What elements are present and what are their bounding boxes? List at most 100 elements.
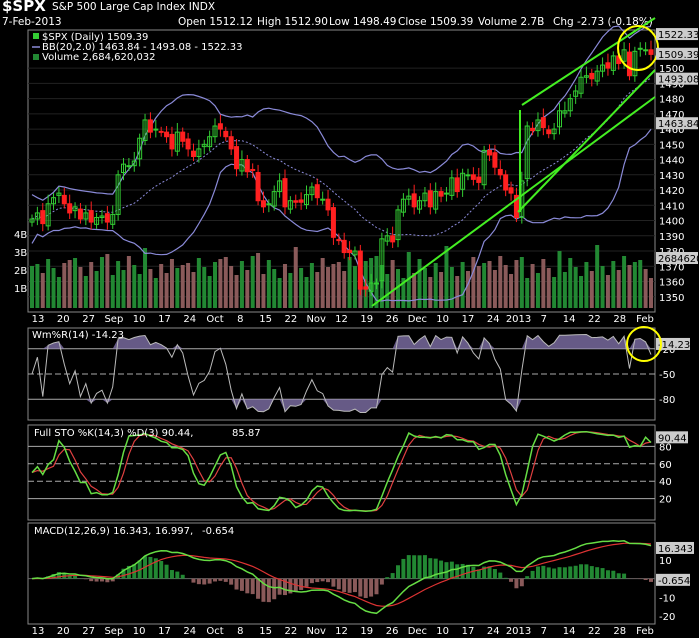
volume-bar	[439, 272, 444, 308]
macd-histogram-bar	[148, 556, 153, 579]
macd-last-tag: 16.343	[658, 544, 693, 555]
macd-histogram-bar	[234, 578, 239, 590]
panel-frame-1	[27, 29, 656, 313]
macd-level-label: -10	[659, 593, 675, 604]
macd-histogram-bar	[159, 561, 164, 579]
macd-histogram-bar	[223, 578, 228, 582]
volume-bar	[250, 256, 255, 308]
volume-bar	[638, 260, 643, 308]
sto-k-line	[31, 430, 652, 512]
volume-bar	[239, 261, 244, 308]
price-tick-label: 1400	[659, 217, 684, 228]
macd-histogram-bar	[546, 567, 551, 579]
sto-legend-k: Full STO %K(14,3) %D(3) 90.44,	[34, 428, 193, 439]
candle-body	[207, 136, 213, 148]
candle-body	[454, 177, 460, 193]
candle-body	[158, 130, 164, 133]
macd-histogram-bar	[239, 578, 244, 591]
volume-bar	[272, 269, 277, 308]
candle-body	[368, 282, 374, 292]
macd-histogram-bar	[509, 578, 514, 582]
candle-body	[352, 250, 358, 256]
volume-bar	[245, 270, 250, 308]
macd-histogram-bar	[331, 578, 336, 587]
macd-histogram-bar	[406, 555, 411, 579]
volume-bar	[256, 253, 261, 308]
macd-histogram-bar	[535, 566, 540, 579]
price-tick-label: 1450	[659, 140, 684, 151]
candle-body	[336, 239, 342, 242]
volume-bar	[509, 274, 514, 308]
macd-histogram-bar	[401, 558, 406, 579]
macd-histogram-bar	[530, 570, 535, 579]
x-axis-label-bottom: 15	[259, 626, 272, 637]
candle-body	[632, 50, 638, 77]
close-value: Close 1509.39	[398, 16, 474, 28]
macd-histogram-bar	[643, 578, 648, 581]
security-name: S&P 500 Large Cap Index INDX	[52, 1, 216, 13]
volume-bar	[385, 274, 390, 308]
macd-histogram-bar	[562, 567, 567, 579]
candle-body	[578, 76, 584, 94]
volume-bar	[396, 269, 401, 308]
sto-level-label: 80	[659, 442, 672, 453]
wpr-line	[31, 333, 652, 413]
candle-body	[201, 143, 207, 148]
candle-body	[363, 286, 369, 290]
candle-body	[142, 119, 148, 142]
macd-legend-hist: -0.654	[202, 526, 234, 537]
candle-body	[67, 203, 73, 214]
volume-bar	[331, 264, 336, 308]
candle-body	[104, 213, 110, 223]
macd-histogram-bar	[56, 572, 61, 579]
candle-body	[34, 212, 40, 220]
volume-bar	[616, 270, 621, 308]
macd-histogram-bar	[218, 578, 223, 581]
volume-bar	[433, 263, 438, 308]
candle-body	[573, 90, 579, 97]
price-tag: 1463.84	[658, 119, 699, 130]
candle-body	[476, 176, 482, 183]
volume-bar	[417, 259, 422, 308]
candle-body	[40, 210, 46, 225]
x-axis-label-top: 22	[588, 314, 601, 325]
x-axis-label-top: 22	[285, 314, 298, 325]
macd-histogram-bar	[589, 566, 594, 579]
wpr-overbought-fill	[32, 334, 651, 349]
macd-histogram-bar	[476, 569, 481, 579]
volume-bar	[46, 259, 51, 308]
x-axis-label-bottom: Dec	[408, 626, 427, 637]
candle-body	[174, 131, 180, 152]
wpr-oversold-fill	[32, 399, 651, 413]
macd-histogram-bar	[309, 578, 314, 584]
macd-histogram-bar	[385, 577, 390, 579]
macd-histogram-bar	[299, 578, 304, 590]
price-tick-label: 1460	[659, 125, 684, 136]
macd-histogram-bar	[175, 571, 180, 579]
price-tick-label: 1410	[659, 201, 684, 212]
price-tag: 2684620	[658, 254, 699, 265]
x-axis-label-top: 26	[386, 314, 399, 325]
candle-body	[314, 184, 320, 199]
candle-body	[589, 72, 595, 80]
volume-bar	[89, 262, 94, 308]
volume-bar	[471, 257, 476, 308]
candle-body	[540, 117, 546, 129]
candle-body	[556, 110, 562, 128]
x-axis-label-bottom: 26	[386, 626, 399, 637]
volume-bar	[293, 247, 298, 308]
volume-bar	[121, 270, 126, 308]
x-axis-label-top: 17	[158, 314, 171, 325]
panel-frame-4	[27, 522, 656, 625]
macd-histogram-bar	[439, 560, 444, 579]
volume-bar	[401, 278, 406, 308]
volume-bar	[552, 277, 557, 308]
price-tag-box	[656, 117, 698, 130]
volume-bar	[455, 276, 460, 308]
volume-bar	[143, 248, 148, 308]
macd-histogram-bar	[202, 578, 207, 585]
volume-bar	[67, 260, 72, 308]
x-axis-label-bottom: 10	[436, 626, 449, 637]
sto-level-label: 60	[659, 460, 672, 471]
